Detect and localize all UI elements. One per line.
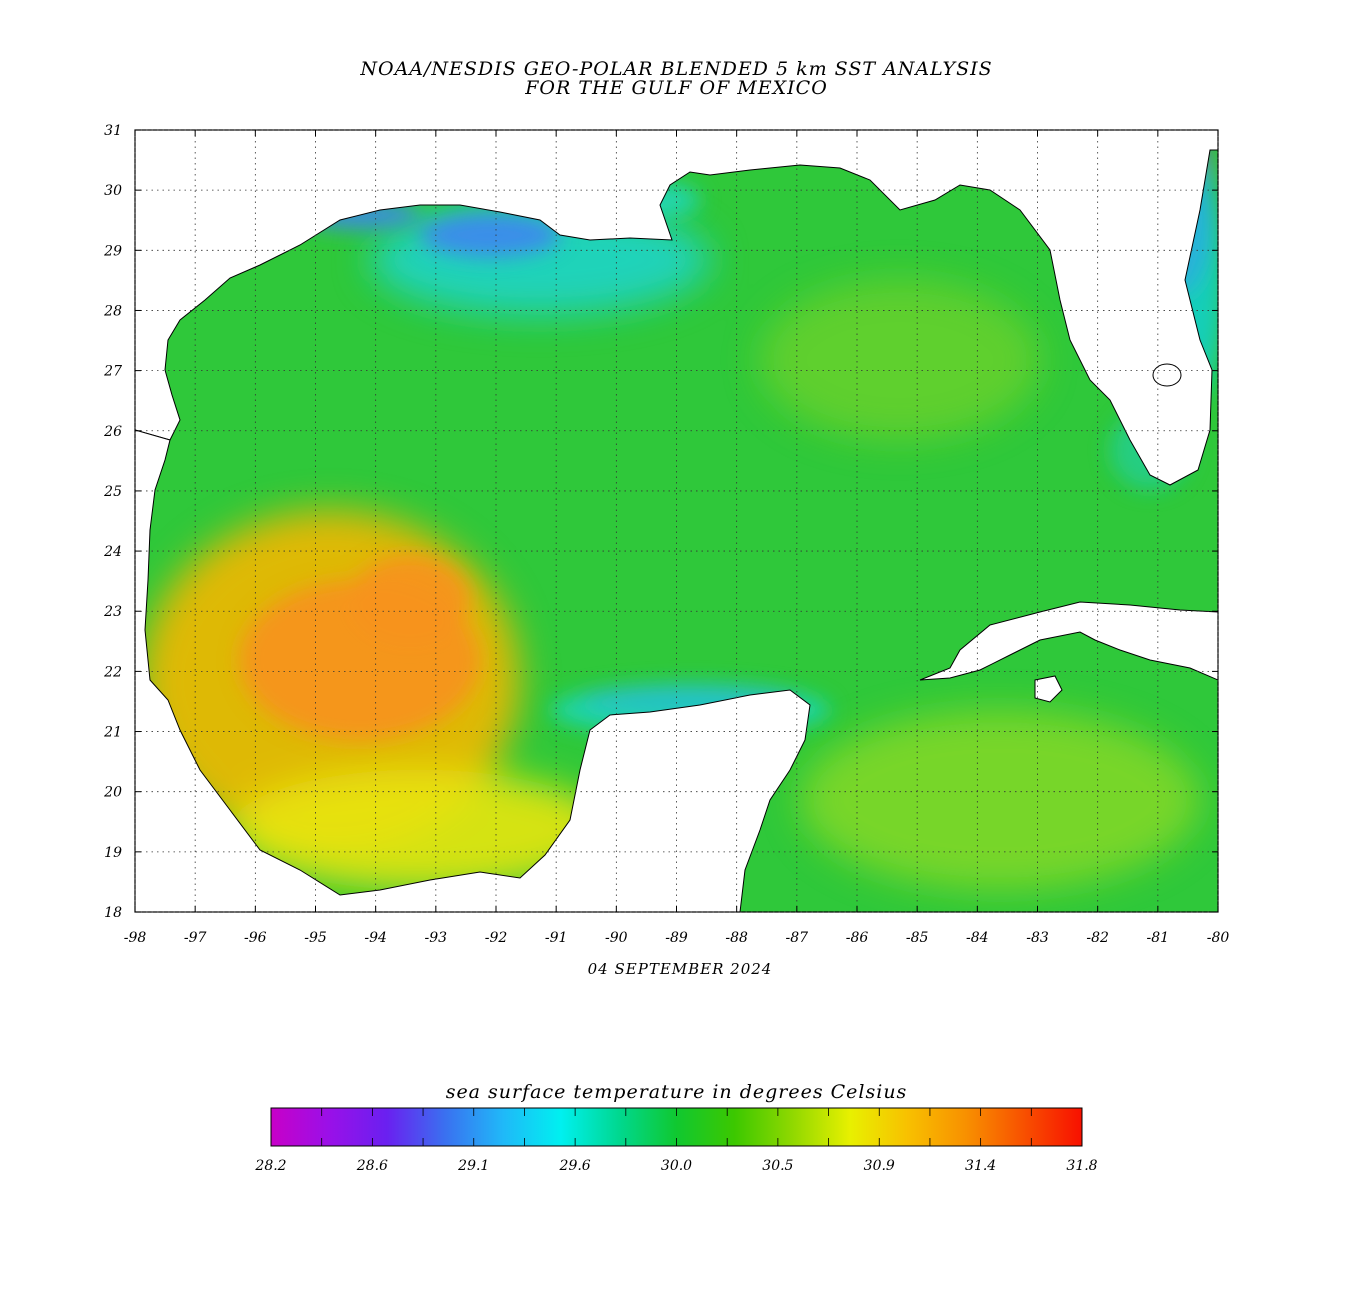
lon-tick-label: -85 (906, 930, 929, 946)
lat-tick-label: 25 (103, 484, 122, 500)
lat-tick-label: 19 (104, 845, 122, 861)
lon-tick-label: -82 (1086, 930, 1109, 946)
lon-tick-label: -91 (545, 930, 568, 946)
lat-tick-label: 27 (103, 364, 122, 380)
colorbar: 28.2 28.6 29.1 29.6 30.0 30.5 30.9 31.4 31.8 (254, 1107, 1098, 1174)
lat-tick-label: 31 (104, 123, 122, 139)
lon-tick-label: -95 (304, 930, 327, 946)
lon-tick-label: -87 (786, 930, 809, 946)
analysis-date: 04 SEPTEMBER 2024 (587, 960, 773, 978)
colorbar-title: sea surface temperature in degrees Celsi… (445, 1081, 908, 1103)
colorbar-label: 31.4 (965, 1158, 996, 1174)
lat-tick-label: 28 (103, 303, 122, 319)
lon-tick-label: -81 (1147, 930, 1170, 946)
colorbar-label: 28.6 (356, 1158, 388, 1174)
lon-tick-label: -98 (124, 930, 147, 946)
lat-tick-label: 20 (103, 785, 122, 801)
lat-tick-label: 30 (104, 183, 122, 199)
colorbar-labels: 28.2 28.6 29.1 29.6 30.0 30.5 30.9 31.4 31.8 (254, 1158, 1097, 1174)
lon-tick-label: -89 (665, 930, 688, 946)
colorbar-label: 29.1 (457, 1158, 489, 1174)
map-title: NOAA/NESDIS GEO-POLAR BLENDED 5 km SST A… (360, 58, 993, 80)
lat-tick-label: 23 (103, 604, 122, 620)
lon-tick-label: -83 (1026, 930, 1049, 946)
lon-tick-label: -88 (725, 930, 748, 946)
lon-tick-label: -92 (485, 930, 508, 946)
lon-tick-label: -84 (966, 930, 989, 946)
lon-axis: -98 -97 -96 -95 -94 -93 -92 -91 -90 -89 -88 -87 -86 -… (124, 130, 1230, 946)
lat-tick-label: 29 (103, 243, 122, 259)
lat-tick-label: 26 (103, 424, 122, 440)
colorbar-label: 30.9 (864, 1158, 895, 1174)
lon-tick-label: -94 (364, 930, 387, 946)
map-subtitle: FOR THE GULF OF MEXICO (525, 77, 828, 99)
lon-tick-label: -93 (425, 930, 448, 946)
lon-tick-label: -96 (244, 930, 267, 946)
louisiana-coast-cool (420, 213, 560, 257)
colorbar-label: 30.0 (661, 1158, 692, 1174)
cuba (919, 601, 1218, 681)
colorbar-label: 31.8 (1066, 1158, 1097, 1174)
colorbar-ticks (321, 1108, 1032, 1146)
lon-tick-label: -80 (1207, 930, 1230, 946)
lake-okeechobee (1152, 363, 1182, 387)
us-gulf-coast (135, 130, 1218, 486)
colorbar-label: 29.6 (559, 1158, 591, 1174)
lon-tick-label: -86 (846, 930, 869, 946)
lat-tick-label: 18 (104, 905, 122, 921)
eastern-yellow-patch (800, 710, 1200, 890)
lon-tick-label: -90 (605, 930, 628, 946)
lat-tick-label: 21 (103, 725, 122, 741)
lon-tick-label: -97 (184, 930, 207, 946)
lat-tick-label: 22 (103, 664, 122, 680)
colorbar-label: 30.5 (762, 1158, 793, 1174)
lat-tick-label: 24 (103, 544, 122, 560)
sst-map: -98 -97 -96 -95 -94 -93 -92 -91 -90 -89 -88 -87 -86 -… (103, 123, 1230, 946)
bay-of-campeche-warm (230, 770, 610, 890)
colorbar-label: 28.2 (254, 1158, 286, 1174)
lat-axis: 31 30 29 28 27 26 25 24 23 22 21 20 19 18 (103, 123, 1218, 921)
central-warm-core (350, 555, 470, 645)
northeast-yellow-patch (760, 280, 1040, 440)
isla-de-la-juventud (1034, 675, 1063, 703)
